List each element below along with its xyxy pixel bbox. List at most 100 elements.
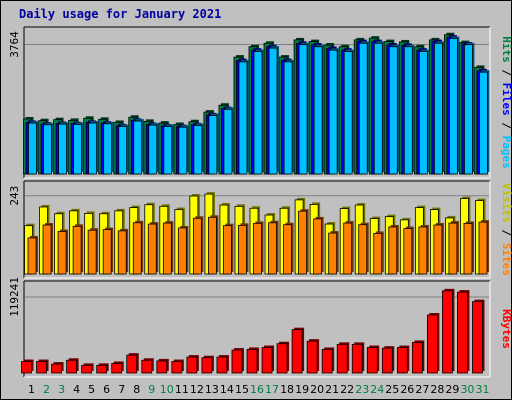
pages-bar (163, 126, 173, 175)
sites-bar (102, 229, 112, 275)
kbytes-bar (36, 361, 47, 374)
day-label: 3 (58, 383, 65, 396)
kbytes-bar (201, 357, 213, 374)
kbytes-bar (321, 349, 333, 374)
day-label: 13 (205, 383, 219, 396)
day-label: 15 (235, 383, 249, 396)
kbytes-bar (366, 347, 378, 374)
legend-visits-label: Visits (500, 183, 512, 223)
series-legend: Visits / Sites (500, 183, 512, 276)
sites-bar (283, 224, 292, 275)
pages-bar (449, 38, 458, 175)
legend-files-label: Files (500, 83, 512, 116)
sites-bar (358, 224, 368, 275)
pages-bar (418, 51, 428, 175)
pages-bar (118, 126, 128, 175)
pages-bar (388, 46, 398, 175)
kbytes-bar (261, 347, 273, 374)
kbytes-bar (336, 343, 348, 374)
day-label: 6 (103, 383, 110, 396)
pages-bar (223, 108, 233, 175)
kbytes-bar (156, 360, 168, 374)
day-label: 24 (370, 383, 384, 396)
pages-bar (373, 42, 383, 175)
kbytes-bar (21, 361, 32, 374)
sites-bar (42, 224, 52, 275)
legend-pages-label: Pages (500, 136, 512, 169)
kbytes-bar (381, 347, 393, 374)
kbytes-bar (111, 363, 123, 374)
pages-bar (268, 47, 278, 175)
day-label: 23 (355, 383, 369, 396)
sites-bar (268, 222, 277, 275)
kbytes-bar (66, 359, 78, 374)
pages-bar (178, 126, 188, 175)
sites-bar (238, 224, 247, 275)
kbytes-bar (306, 340, 318, 374)
day-label: 12 (190, 383, 204, 396)
day-label: 29 (445, 383, 459, 396)
pages-bar (208, 115, 218, 175)
day-label: 11 (175, 383, 189, 396)
pages-bar (433, 42, 443, 175)
kbytes-bar (96, 364, 108, 374)
pages-bar (103, 123, 113, 175)
day-label: 7 (118, 383, 125, 396)
sites-bar (87, 229, 97, 275)
legend--label: / (500, 116, 512, 136)
legend--label: / (500, 63, 512, 83)
legend-sites-label: Sites (500, 243, 512, 276)
day-label: 4 (73, 383, 80, 396)
kbytes-bar (351, 343, 363, 374)
day-label: 27 (415, 383, 429, 396)
kbytes-bar (171, 361, 183, 374)
day-label: 16 (250, 383, 264, 396)
sites-bar (192, 217, 202, 275)
day-label: 21 (325, 383, 339, 396)
day-label: 2 (43, 383, 50, 396)
sites-bar (403, 228, 413, 275)
max-value-label: 3764 (8, 31, 21, 58)
day-label: 8 (133, 383, 140, 396)
pages-bar (43, 124, 52, 175)
pages-bar (88, 122, 98, 175)
day-label: 9 (148, 383, 155, 396)
max-value-label: 243 (8, 186, 21, 206)
sites-bar (448, 222, 458, 275)
pages-bar (479, 71, 488, 175)
sites-bar (418, 226, 428, 275)
sites-bar (313, 218, 323, 275)
sites-bar (223, 225, 232, 275)
sites-bar (478, 221, 488, 275)
pages-bar (58, 123, 67, 175)
day-label: 26 (400, 383, 414, 396)
legend-hits-label: Hits (500, 36, 512, 63)
pages-bar (253, 51, 263, 175)
sites-bar (162, 222, 172, 275)
sites-bar (328, 232, 338, 275)
day-label: 25 (385, 383, 399, 396)
kbytes-bar (231, 349, 243, 374)
kbytes-bar (141, 359, 153, 374)
legend--label: / (500, 223, 512, 243)
kbytes-bar (216, 356, 228, 374)
pages-bar (358, 42, 368, 175)
kbytes-bar (396, 347, 408, 374)
kbytes-bar (291, 329, 303, 374)
kbytes-bar (472, 301, 483, 374)
day-label: 22 (340, 383, 354, 396)
pages-bar (328, 49, 338, 175)
pages-bar (148, 124, 158, 175)
pages-bar (28, 122, 37, 175)
kbytes-bar (457, 291, 468, 374)
pages-bar (464, 44, 473, 175)
pages-bar (343, 51, 353, 175)
day-label: 18 (280, 383, 294, 396)
day-label: 20 (310, 383, 324, 396)
sites-bar (298, 210, 307, 275)
series-legend: Hits / Files / Pages (500, 36, 512, 169)
day-label: 14 (220, 383, 234, 396)
day-label: 10 (160, 383, 174, 396)
kbytes-bar (186, 356, 198, 374)
sites-bar (57, 231, 67, 275)
